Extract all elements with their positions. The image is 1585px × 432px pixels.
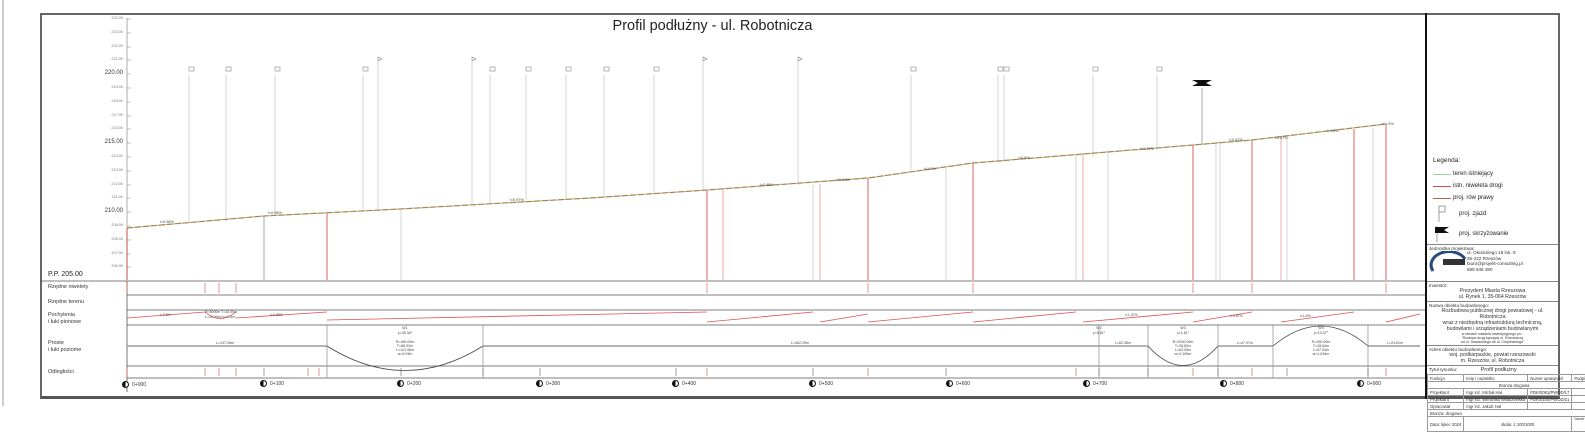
legend-item: istn. niweleta drogi (1433, 180, 1508, 192)
row-label-grades: Pochylenia i łuki pionowe (48, 312, 81, 325)
title-block: Jednostka projektowa: ul. Okulickiego 18… (1427, 244, 1558, 432)
chainage-marker: 0+400 (672, 380, 696, 387)
station-marker-icon (1220, 380, 1227, 387)
svg-text:R=5000m T=10.00m: R=5000m T=10.00m (205, 310, 237, 314)
svg-text:γ=13.07°: γ=13.07° (1314, 331, 1329, 335)
chainage-marker: 0+500 (809, 380, 833, 387)
chainage-marker: 0+800 (1220, 380, 1244, 387)
line-swatch-icon (1433, 198, 1451, 199)
row-label-terrain-elev: Rzędne terenu (48, 299, 84, 306)
svg-text:L=47.07m: L=47.07m (1237, 341, 1253, 345)
svg-text:L=62.38m: L=62.38m (1115, 341, 1131, 345)
svg-text:i=1.6%: i=1.6% (1300, 314, 1311, 318)
investor-section: Inwestor: Prezydent Miasta Rzeszowa ul. … (1427, 281, 1558, 301)
station-marker-icon (809, 380, 816, 387)
svg-text:i=0.5%: i=0.5% (160, 313, 171, 317)
reference-plane-label: P.P. 205.00 (48, 271, 83, 278)
table-row: Projektant mgr inż. Weronika Wilaszewska… (1428, 396, 1585, 403)
company-logo-icon (1429, 251, 1469, 277)
station-marker-icon (397, 380, 404, 387)
object-section: Nazwa obiektu budowlanego: Rozbudowa pub… (1427, 301, 1558, 345)
svg-text:L=137.28m: L=137.28m (216, 341, 234, 345)
svg-text:γ=1.81°: γ=1.81° (1177, 331, 1190, 335)
svg-text:W3: W3 (1180, 326, 1185, 330)
svg-text:γ=0.81°: γ=0.81° (1093, 331, 1106, 335)
address-section: Adres obiektu budowlanego: woj. podkarpa… (1427, 345, 1558, 365)
legend-item: proj. skrzyżowanie (1433, 224, 1508, 244)
svg-text:W1: W1 (402, 326, 407, 330)
flag-filled-icon (1433, 225, 1459, 243)
chainage-marker: 0+200 (397, 380, 421, 387)
chainage-marker: 0+900 (1357, 380, 1381, 387)
svg-text:L=20.00m h=0.01m: L=20.00m h=0.01m (205, 315, 235, 319)
drawing-title-section: Tytuł rysunku: Profil podłużny (1427, 365, 1558, 374)
svg-text:w=9.03m: w=9.03m (398, 352, 413, 356)
chainage-marker: 0+700 (1083, 380, 1107, 387)
station-marker-icon (672, 380, 679, 387)
svg-text:i=0.87%: i=0.87% (1230, 314, 1243, 318)
svg-text:L=402.29m: L=402.29m (791, 341, 809, 345)
people-table: Funkcja Imię i nazwisko Numer uprawnień … (1427, 374, 1585, 432)
svg-text:i=1.3%: i=1.3% (924, 167, 936, 171)
table-row: Projektant mgr inż. Michał Hał PDK/0061/… (1428, 389, 1585, 396)
chainage-marker: 0+100 (260, 380, 284, 387)
chainage-marker: 0+000 (122, 381, 146, 388)
row-label-straights: Proste i łuki poziome (48, 340, 81, 353)
station-marker-icon (122, 381, 129, 388)
svg-text:W4: W4 (1318, 326, 1323, 330)
station-marker-icon (1357, 380, 1364, 387)
svg-text:i=0.98%: i=0.98% (268, 211, 282, 215)
svg-text:L=24.61m: L=24.61m (1387, 341, 1403, 345)
svg-text:i=1.37%: i=1.37% (1140, 147, 1154, 151)
svg-text:γ=35.38°: γ=35.38° (398, 331, 413, 335)
chainage-marker: 0+300 (536, 380, 560, 387)
line-swatch-icon (1433, 174, 1451, 175)
row-label-design-elev: Rzędne niwelety (48, 284, 88, 291)
chainage-marker: 0+600 (946, 380, 970, 387)
station-marker-icon (946, 380, 953, 387)
row-label-distances: Odległości (48, 369, 74, 376)
svg-text:i=0.98%: i=0.98% (270, 313, 283, 317)
legend-item: proj. rów prawy (1433, 192, 1508, 204)
station-marker-icon (260, 380, 267, 387)
profile-drawing: i=0.58% i=0.98% i=0.97% i=0.98% i=0.88% i=1… (0, 0, 1585, 406)
svg-text:i=0.98%: i=0.98% (760, 183, 774, 187)
svg-text:w=0.189m: w=0.189m (1175, 352, 1192, 356)
sheet-number: 2.1 (1574, 421, 1585, 431)
svg-text:i=1.37%: i=1.37% (1125, 313, 1138, 317)
svg-text:W2: W2 (1096, 326, 1101, 330)
svg-text:i=0.87%: i=0.87% (1274, 136, 1288, 140)
svg-text:i=1.6%: i=1.6% (1327, 129, 1339, 133)
legend-item: proj. zjazd (1433, 204, 1508, 224)
svg-text:i=0.8%: i=0.8% (1018, 156, 1030, 160)
legend-item: teren istniejący (1433, 168, 1508, 180)
svg-text:i=0.97%: i=0.97% (510, 198, 524, 202)
station-marker-icon (1083, 380, 1090, 387)
flag-outline-icon (1433, 205, 1459, 223)
svg-text:i=0.87%: i=0.87% (1229, 138, 1243, 142)
line-swatch-icon (1433, 186, 1451, 187)
svg-text:i=1.9%: i=1.9% (1382, 122, 1394, 126)
legend: Legenda: teren istniejący istn. niweleta… (1433, 157, 1508, 244)
table-row: Opracował mgr inż. Jakub Hał (1428, 403, 1585, 410)
svg-text:i=0.88%: i=0.88% (836, 178, 850, 182)
svg-text:i=0.58%: i=0.58% (160, 220, 174, 224)
station-marker-icon (536, 380, 543, 387)
svg-text:w=1.634m: w=1.634m (1313, 352, 1330, 356)
designer-section: Jednostka projektowa: ul. Okulickiego 18… (1427, 244, 1558, 281)
